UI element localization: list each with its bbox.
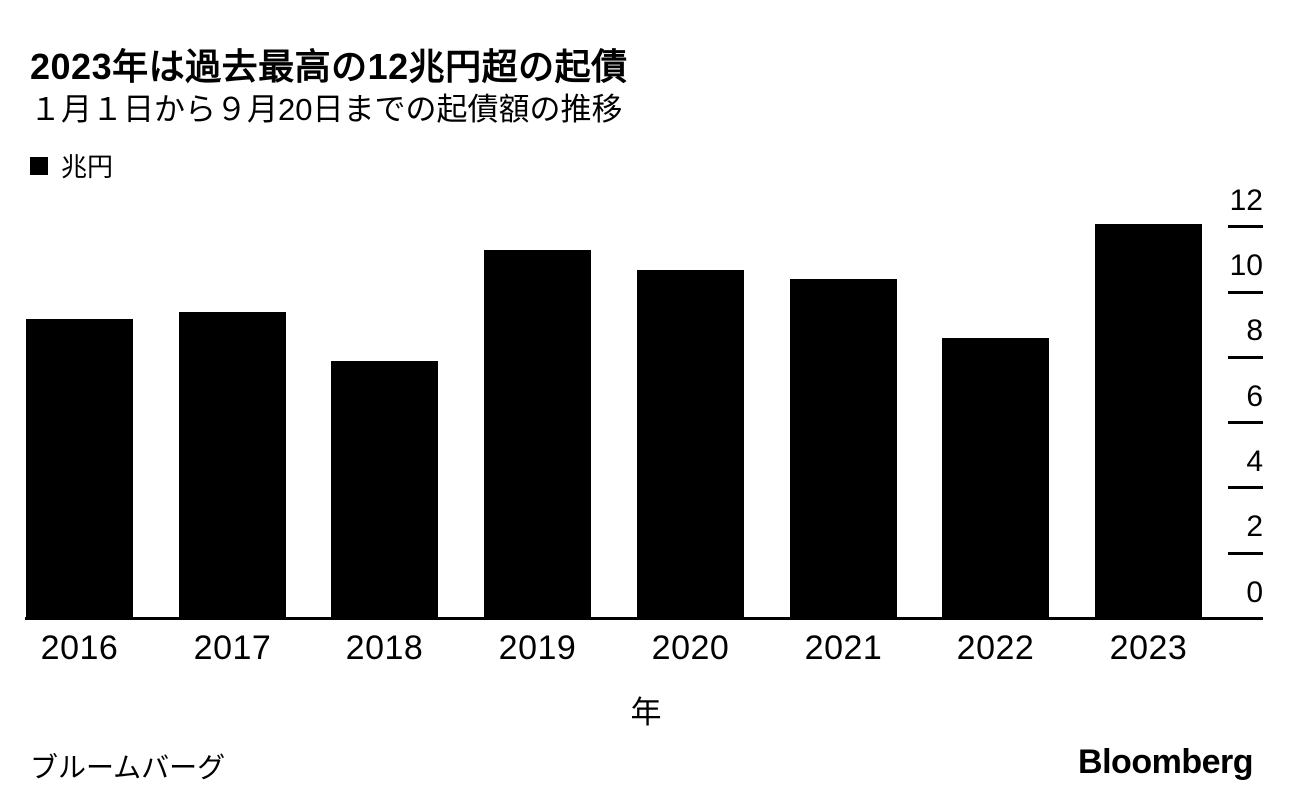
y-tick-label: 6: [1246, 379, 1263, 413]
x-tick-label: 2023: [1109, 629, 1188, 667]
legend: 兆円: [30, 147, 113, 184]
bar-2020: [637, 270, 744, 619]
y-tick-label: 2: [1246, 510, 1263, 544]
y-tick-dash: [1228, 551, 1263, 555]
y-tick-label: 12: [1229, 183, 1263, 217]
y-tick-label: 4: [1246, 444, 1263, 478]
x-axis-title: 年: [630, 695, 662, 730]
chart-subtitle: １月１日から９月20日までの起債額の推移: [30, 92, 623, 127]
legend-swatch-icon: [30, 156, 48, 175]
bar-2019: [484, 250, 591, 619]
bar-2021: [790, 279, 897, 619]
x-tick-label: 2022: [956, 629, 1035, 667]
y-tick-dash: [1228, 290, 1263, 294]
x-tick-label: 2021: [804, 629, 883, 667]
bar-2017: [179, 312, 286, 619]
y-tick-dash: [1228, 421, 1263, 425]
bar-2022: [942, 338, 1049, 619]
bar-2018: [331, 361, 438, 619]
y-tick-dash: [1228, 225, 1263, 229]
y-tick-label: 8: [1246, 314, 1263, 348]
x-tick-label: 2017: [193, 629, 272, 667]
bar-2023: [1095, 224, 1202, 619]
x-tick-label: 2019: [498, 629, 577, 667]
x-tick-label: 2016: [40, 629, 119, 667]
y-tick-label: 0: [1246, 575, 1263, 609]
x-tick-label: 2018: [345, 629, 424, 667]
legend-label: 兆円: [61, 152, 114, 182]
source-label: ブルームバーグ: [30, 752, 226, 783]
y-tick-dash: [1228, 355, 1263, 359]
bloomberg-logo: Bloomberg: [1078, 743, 1253, 781]
x-tick-label: 2020: [651, 629, 730, 667]
chart-title: 2023年は過去最高の12兆円超の起債: [30, 46, 628, 87]
y-tick-label: 10: [1229, 249, 1263, 282]
bar-2016: [26, 319, 133, 619]
y-tick-dash: [1228, 486, 1263, 490]
x-axis-line: [25, 617, 1263, 620]
